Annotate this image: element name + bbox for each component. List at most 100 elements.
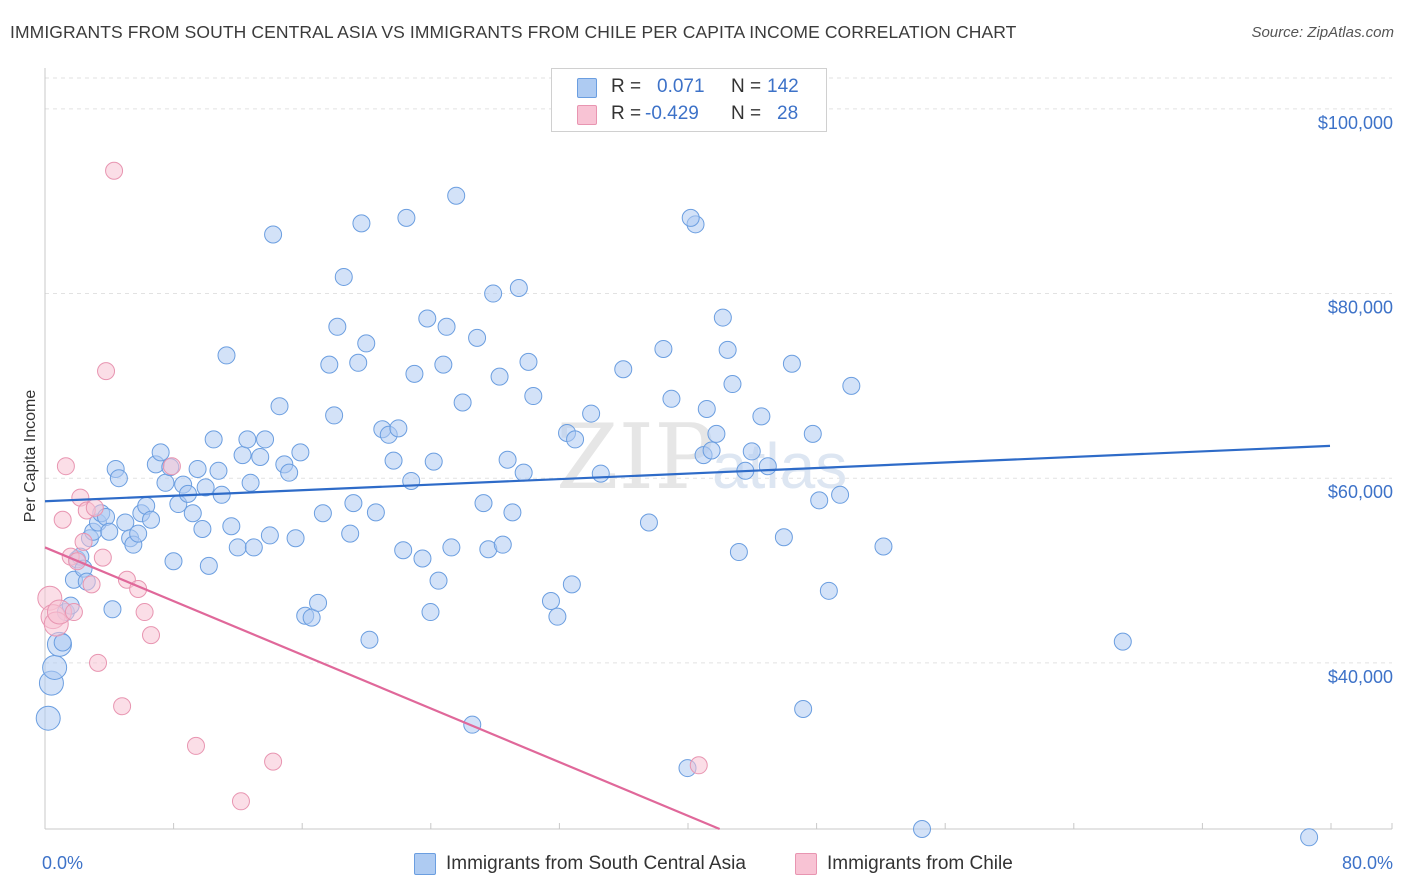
point-south-central-asia — [614, 360, 633, 379]
legend-r-label: R = — [611, 103, 642, 124]
point-chile — [74, 532, 93, 551]
point-south-central-asia — [103, 600, 122, 619]
point-south-central-asia — [238, 430, 257, 449]
point-chile — [105, 161, 124, 180]
point-south-central-asia — [244, 538, 263, 557]
bottom-legend-label: Immigrants from South Central Asia — [446, 853, 746, 874]
point-south-central-asia — [151, 443, 170, 462]
point-south-central-asia — [490, 367, 509, 386]
point-south-central-asia — [429, 571, 448, 590]
point-south-central-asia — [474, 494, 493, 513]
point-south-central-asia — [357, 334, 376, 353]
legend-r-label: R = — [611, 76, 642, 97]
x-tick-label: 80.0% — [1342, 853, 1393, 873]
x-tick-label: 0.0% — [42, 853, 83, 873]
point-south-central-asia — [389, 419, 408, 438]
point-south-central-asia — [328, 317, 347, 336]
point-south-central-asia — [196, 478, 215, 497]
point-south-central-asia — [233, 446, 252, 465]
point-south-central-asia — [228, 538, 247, 557]
y-tick-label: $80,000 — [1328, 298, 1393, 318]
point-south-central-asia — [819, 581, 838, 600]
point-chile — [56, 457, 75, 476]
point-south-central-asia — [209, 461, 228, 480]
point-south-central-asia — [582, 404, 601, 423]
point-south-central-asia — [434, 355, 453, 374]
point-chile — [64, 603, 83, 622]
point-south-central-asia — [447, 186, 466, 205]
legend-n-label: N = — [731, 103, 762, 124]
point-south-central-asia — [498, 450, 517, 469]
point-south-central-asia — [397, 208, 416, 227]
bottom-legend-label: Immigrants from Chile — [827, 853, 1013, 874]
point-south-central-asia — [509, 279, 528, 298]
point-south-central-asia — [697, 399, 716, 418]
legend-swatch-pink — [577, 105, 597, 125]
point-south-central-asia — [352, 214, 371, 233]
point-chile — [231, 792, 250, 811]
point-south-central-asia — [654, 339, 673, 358]
point-south-central-asia — [718, 340, 737, 359]
point-south-central-asia — [566, 430, 585, 449]
point-south-central-asia — [484, 284, 503, 303]
point-south-central-asia — [199, 556, 218, 575]
legend-swatch-blue — [577, 78, 597, 98]
point-south-central-asia — [142, 510, 161, 529]
point-south-central-asia — [681, 208, 700, 227]
legend-r-value: -0.429 — [645, 103, 699, 124]
point-south-central-asia — [803, 424, 822, 443]
x-tick-labels: 0.0% 80.0% — [42, 853, 1393, 873]
point-south-central-asia — [591, 464, 610, 483]
point-south-central-asia — [424, 452, 443, 471]
point-south-central-asia — [493, 535, 512, 554]
watermark-zip: ZIP — [556, 405, 715, 510]
point-chile — [264, 752, 283, 771]
grid-lines — [45, 77, 1392, 664]
point-south-central-asia — [707, 424, 726, 443]
point-south-central-asia — [421, 603, 440, 622]
point-south-central-asia — [188, 459, 207, 478]
watermark-atlas: atlas — [712, 430, 847, 502]
y-tick-label: $40,000 — [1328, 667, 1393, 687]
point-south-central-asia — [723, 375, 742, 394]
point-south-central-asia — [418, 309, 437, 328]
point-south-central-asia — [794, 699, 813, 718]
point-south-central-asia — [782, 354, 801, 373]
point-south-central-asia — [313, 504, 332, 523]
point-south-central-asia — [42, 654, 68, 680]
point-south-central-asia — [405, 364, 424, 383]
point-south-central-asia — [713, 308, 732, 327]
point-chile — [85, 498, 104, 517]
point-south-central-asia — [519, 352, 538, 371]
point-south-central-asia — [366, 503, 385, 522]
point-south-central-asia — [453, 393, 472, 412]
point-south-central-asia — [810, 491, 829, 510]
point-south-central-asia — [831, 485, 850, 504]
point-south-central-asia — [320, 355, 339, 374]
point-south-central-asia — [334, 267, 353, 286]
point-south-central-asia — [109, 469, 128, 488]
watermark: ZIP atlas — [556, 405, 847, 510]
point-south-central-asia — [442, 538, 461, 557]
legend-n-value: 142 — [767, 76, 799, 97]
point-south-central-asia — [217, 346, 236, 365]
point-chile — [689, 756, 708, 775]
point-south-central-asia — [100, 522, 119, 541]
point-chile — [82, 575, 101, 594]
point-south-central-asia — [541, 591, 560, 610]
point-south-central-asia — [183, 504, 202, 523]
y-axis-label: Per Capita Income — [22, 390, 39, 523]
point-south-central-asia — [256, 430, 275, 449]
point-south-central-asia — [156, 473, 175, 492]
point-south-central-asia — [402, 471, 421, 490]
point-south-central-asia — [514, 463, 533, 482]
point-chile — [135, 603, 154, 622]
point-chile — [53, 510, 72, 529]
point-south-central-asia — [437, 317, 456, 336]
point-south-central-asia — [913, 820, 932, 838]
point-chile — [162, 457, 181, 476]
point-south-central-asia — [193, 519, 212, 538]
point-south-central-asia — [842, 376, 861, 395]
point-chile — [186, 736, 205, 755]
